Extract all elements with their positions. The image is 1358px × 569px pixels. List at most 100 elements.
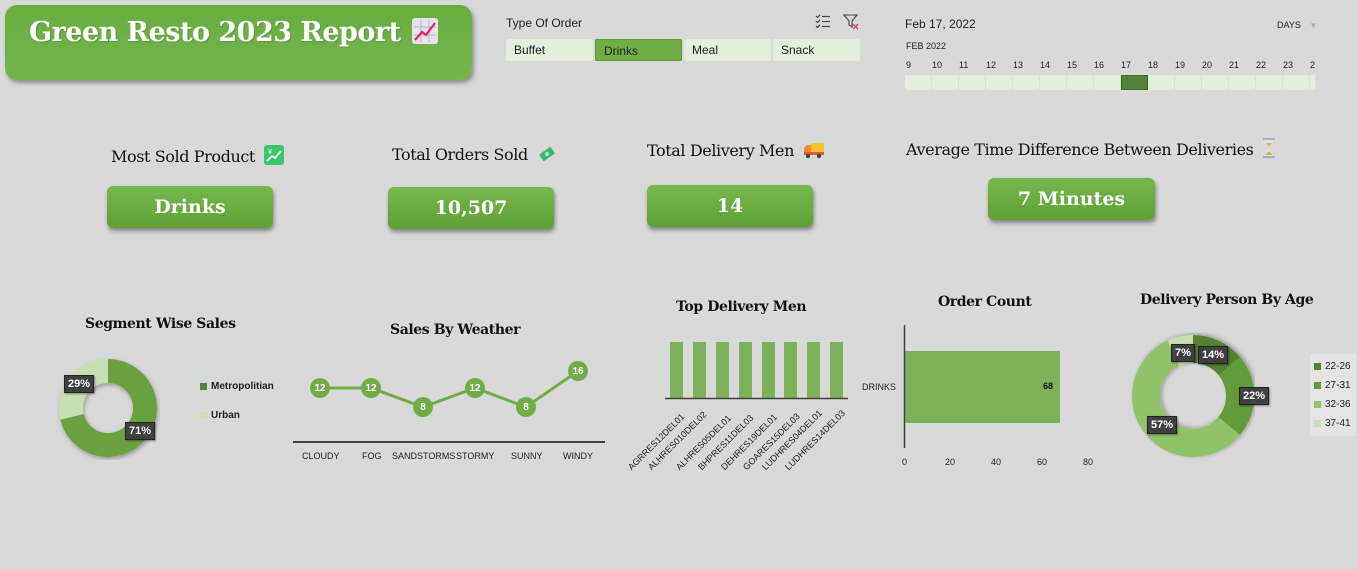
weather-x-label: SANDSTORMS (392, 451, 456, 461)
timeline-day-label: 21 (1229, 60, 1240, 70)
timeline-day-label: 23 (1283, 60, 1294, 70)
timeline-cell[interactable] (905, 75, 932, 90)
timeline-cell[interactable] (1256, 75, 1283, 90)
legend-item-27-31: 27-31 (1314, 376, 1351, 395)
top-delivery-men-bar-chart (665, 340, 848, 405)
weather-point-label: 12 (314, 383, 326, 394)
timeline-day-label: 17 (1121, 60, 1132, 70)
hourglass-icon (1262, 138, 1276, 162)
chart-increasing-yen-icon: ¥ (263, 145, 284, 165)
timeline-cell[interactable] (1202, 75, 1229, 90)
timeline-track[interactable] (905, 75, 1316, 90)
age-label-27-31: 22% (1239, 387, 1270, 405)
report-title-banner: Green Resto 2023 Report (5, 5, 472, 80)
delivery-truck-icon (803, 141, 825, 163)
timeline-cell[interactable] (1094, 75, 1121, 90)
sales-weather-line-chart: 12 12 8 12 8 16 (293, 355, 605, 450)
legend-label: Metropolitian (211, 381, 274, 392)
segment-sales-title: Segment Wise Sales (85, 316, 236, 332)
order-count-x-tick: 40 (991, 457, 1002, 467)
timeline-cell[interactable] (932, 75, 959, 90)
timeline-level-label: DAYS (1277, 20, 1301, 30)
age-label-32-36: 57% (1147, 416, 1178, 434)
slicer-option-drinks[interactable]: Drinks (595, 39, 682, 61)
legend-item-37-41: 37-41 (1314, 414, 1351, 433)
timeline-day-label: 22 (1256, 60, 1267, 70)
kpi-value: 10,507 (434, 197, 508, 219)
timeline-day-label: 11 (959, 60, 969, 70)
sales-weather-title: Sales By Weather (390, 322, 521, 338)
legend-item-32-36: 32-36 (1314, 395, 1351, 414)
timeline-cell-selected[interactable] (1121, 75, 1148, 90)
order-count-x-tick: 20 (945, 457, 956, 467)
kpi-label-total-orders: Total Orders Sold (392, 145, 557, 167)
legend-item-urban: Urban (200, 410, 274, 421)
kpi-most-sold-product: Drinks (107, 186, 273, 228)
weather-x-label: STORMY (456, 451, 495, 461)
kpi-label-text: Total Orders Sold (392, 145, 528, 164)
legend-swatch (1314, 420, 1321, 427)
report-title: Green Resto 2023 Report (29, 17, 438, 48)
age-label-37-41: 7% (1171, 344, 1195, 362)
timeline-day-label: 19 (1175, 60, 1186, 70)
legend-swatch (1314, 401, 1321, 408)
segment-urban-label: 29% (64, 375, 95, 393)
legend-label: 37-41 (1325, 418, 1351, 429)
timeline-cell[interactable] (1283, 75, 1310, 90)
order-type-slicer-title: Type Of Order (506, 16, 583, 30)
weather-x-label: CLOUDY (302, 451, 340, 461)
slicer-option-label: Meal (692, 43, 719, 57)
segment-sales-legend: Metropolitian Urban (200, 381, 274, 421)
kpi-label-text: Most Sold Product (111, 147, 255, 166)
legend-swatch (1314, 363, 1321, 370)
timeline-day-label: 14 (1040, 60, 1051, 70)
weather-x-label: WINDY (563, 451, 593, 461)
money-with-wings-icon (537, 145, 557, 167)
timeline-level-dropdown[interactable]: DAYS ▼ (1277, 20, 1317, 30)
timeline-cell[interactable] (1175, 75, 1202, 90)
weather-point-label: 16 (572, 366, 584, 377)
slicer-option-meal[interactable]: Meal (684, 39, 771, 61)
timeline-cell[interactable] (959, 75, 986, 90)
timeline-cell[interactable] (1067, 75, 1094, 90)
kpi-value: Drinks (154, 196, 226, 218)
report-title-text: Green Resto 2023 Report (29, 17, 401, 48)
order-count-x-tick: 60 (1037, 457, 1048, 467)
weather-point-label: 12 (365, 383, 377, 394)
kpi-label-text: Total Delivery Men (647, 141, 795, 160)
chart-increasing-icon (411, 18, 438, 44)
timeline-cell[interactable] (1040, 75, 1067, 90)
segment-sales-donut: 29% 71% (55, 355, 161, 466)
timeline-cell[interactable] (986, 75, 1013, 90)
segment-metro-label: 71% (125, 422, 156, 440)
timeline-cell[interactable] (1229, 75, 1256, 90)
order-count-x-tick: 0 (902, 457, 908, 467)
timeline-day-label: 13 (1013, 60, 1024, 70)
timeline-month-label: FEB 2022 (906, 41, 947, 51)
slicer-option-snack[interactable]: Snack (773, 39, 860, 61)
multi-select-icon[interactable] (815, 14, 831, 31)
timeline-cell[interactable] (1148, 75, 1175, 90)
kpi-total-delivery-men: 14 (647, 185, 813, 227)
weather-x-label: SUNNY (511, 451, 543, 461)
kpi-total-orders-sold: 10,507 (388, 187, 554, 229)
chevron-down-icon: ▼ (1309, 21, 1318, 30)
timeline-day-label: 15 (1067, 60, 1078, 70)
clear-filter-icon[interactable] (842, 14, 859, 33)
timeline-cell[interactable] (1310, 75, 1316, 90)
legend-swatch (1314, 382, 1321, 389)
age-legend: 22-26 27-31 32-36 37-41 (1310, 354, 1356, 436)
kpi-value: 14 (716, 195, 744, 217)
order-count-x-tick: 80 (1083, 457, 1094, 467)
timeline-day-label: 18 (1148, 60, 1159, 70)
timeline-day-label: 2 (1310, 60, 1316, 70)
weather-point-label: 8 (420, 402, 426, 413)
order-count-title: Order Count (938, 294, 1032, 310)
order-count-y-label: DRINKS (862, 382, 897, 392)
timeline-cell[interactable] (1013, 75, 1040, 90)
age-chart-title: Delivery Person By Age (1140, 292, 1314, 308)
slicer-option-label: Drinks (604, 44, 639, 58)
slicer-option-buffet[interactable]: Buffet (506, 39, 593, 61)
order-count-value-label: 68 (1043, 381, 1054, 391)
timeline-selected-date: Feb 17, 2022 (905, 17, 976, 31)
